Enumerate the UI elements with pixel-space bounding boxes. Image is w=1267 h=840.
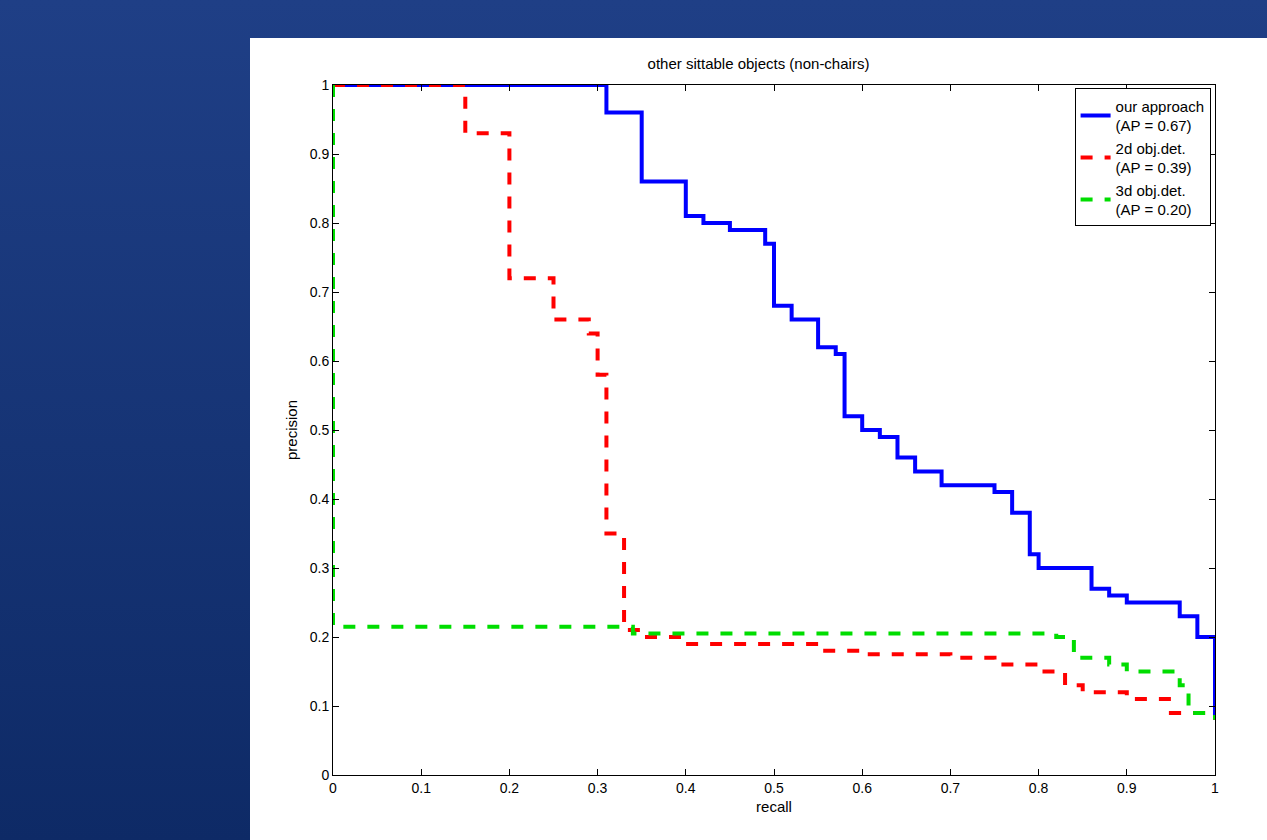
svg-text:0.4: 0.4	[310, 491, 330, 507]
svg-text:0.7: 0.7	[941, 780, 961, 796]
svg-text:0.3: 0.3	[588, 780, 608, 796]
svg-text:0.1: 0.1	[310, 698, 330, 714]
svg-text:0.2: 0.2	[310, 629, 330, 645]
svg-text:0.7: 0.7	[310, 284, 330, 300]
svg-text:recall: recall	[756, 798, 792, 815]
svg-text:0: 0	[321, 767, 329, 783]
svg-text:0.1: 0.1	[411, 780, 431, 796]
svg-text:0.5: 0.5	[764, 780, 784, 796]
svg-text:3d obj.det.(AP = 0.20): 3d obj.det.(AP = 0.20)	[1116, 182, 1192, 219]
svg-text:1: 1	[1211, 780, 1219, 796]
svg-text:0.9: 0.9	[310, 146, 330, 162]
svg-text:other sittable objects (non-ch: other sittable objects (non-chairs)	[648, 55, 870, 72]
svg-text:0.8: 0.8	[310, 215, 330, 231]
svg-text:0.8: 0.8	[1029, 780, 1049, 796]
svg-text:0: 0	[329, 780, 337, 796]
svg-text:2d obj.det.(AP = 0.39): 2d obj.det.(AP = 0.39)	[1116, 140, 1192, 177]
svg-text:0.9: 0.9	[1117, 780, 1137, 796]
svg-text:0.4: 0.4	[676, 780, 696, 796]
svg-text:0.6: 0.6	[852, 780, 872, 796]
svg-text:1: 1	[321, 77, 329, 93]
svg-text:0.2: 0.2	[500, 780, 520, 796]
svg-text:0.3: 0.3	[310, 560, 330, 576]
svg-text:precision: precision	[283, 400, 300, 460]
svg-text:0.6: 0.6	[310, 353, 330, 369]
svg-text:our approach(AP = 0.67): our approach(AP = 0.67)	[1116, 98, 1204, 135]
svg-text:0.5: 0.5	[310, 422, 330, 438]
